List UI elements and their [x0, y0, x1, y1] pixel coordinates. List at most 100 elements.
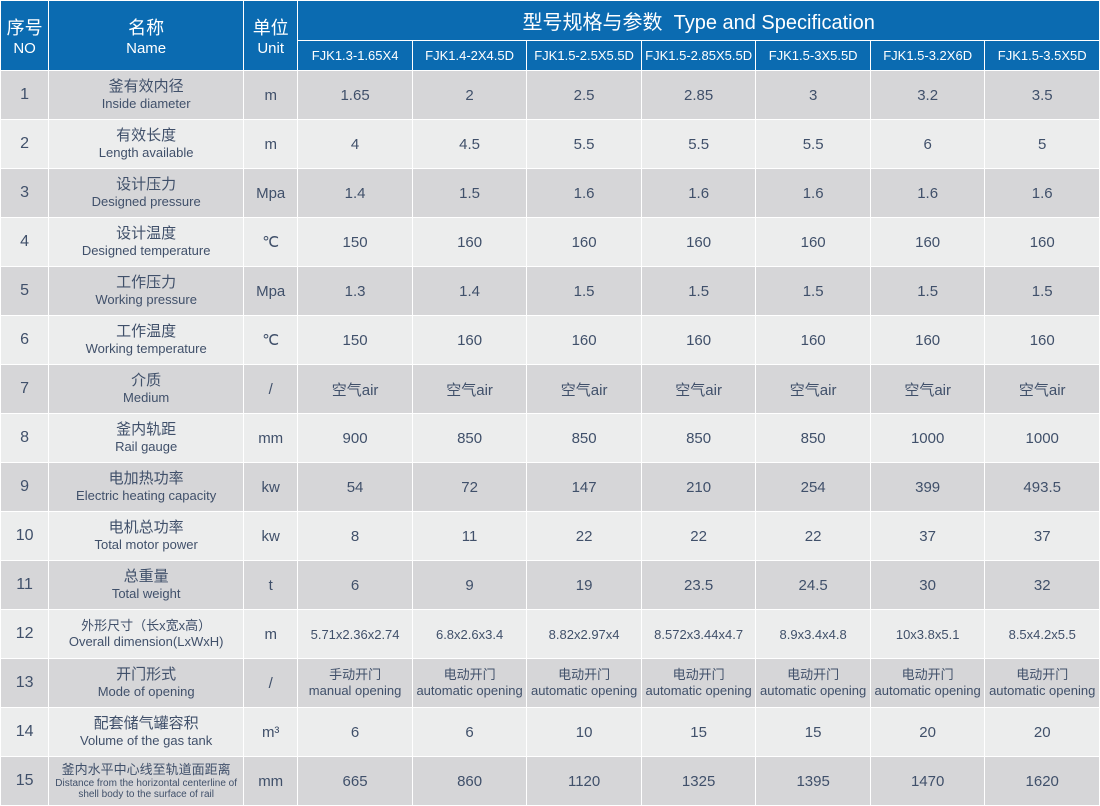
row-value: 1470 — [870, 757, 985, 806]
row-value: 空气air — [985, 365, 1100, 414]
row-unit: m — [244, 120, 298, 169]
row-value: 665 — [298, 757, 413, 806]
row-value: 2.85 — [641, 71, 756, 120]
row-value: 5.5 — [756, 120, 871, 169]
row-unit: m³ — [244, 708, 298, 757]
row-value: 160 — [412, 316, 527, 365]
row-value: 1.5 — [870, 267, 985, 316]
row-value: 5 — [985, 120, 1100, 169]
row-value: 22 — [641, 512, 756, 561]
row-value: 8 — [298, 512, 413, 561]
row-value: 160 — [985, 218, 1100, 267]
table-row: 9电加热功率Electric heating capacitykw5472147… — [1, 463, 1100, 512]
row-value: 399 — [870, 463, 985, 512]
row-value: 15 — [756, 708, 871, 757]
row-value: 20 — [985, 708, 1100, 757]
row-value: 3.5 — [985, 71, 1100, 120]
row-no: 3 — [1, 169, 49, 218]
row-value: 210 — [641, 463, 756, 512]
row-value: 1000 — [870, 414, 985, 463]
model-col: FJK1.4-2X4.5D — [412, 41, 527, 71]
row-value: 1.4 — [412, 267, 527, 316]
table-row: 13开门形式Mode of opening/手动开门manual opening… — [1, 659, 1100, 708]
row-value: 6.8x2.6x3.4 — [412, 610, 527, 659]
row-no: 4 — [1, 218, 49, 267]
row-value: 54 — [298, 463, 413, 512]
row-value: 3 — [756, 71, 871, 120]
row-unit: Mpa — [244, 267, 298, 316]
row-name: 外形尺寸（长x宽x高）Overall dimension(LxWxH) — [49, 610, 244, 659]
row-value: 电动开门automatic opening — [756, 659, 871, 708]
row-value: 8.5x4.2x5.5 — [985, 610, 1100, 659]
table-row: 15釜内水平中心线至轨道面距离Distance from the horizon… — [1, 757, 1100, 806]
table-row: 4设计温度Designed temperature℃15016016016016… — [1, 218, 1100, 267]
row-value: 1.5 — [641, 267, 756, 316]
row-value: 电动开门automatic opening — [527, 659, 642, 708]
row-value: 160 — [641, 218, 756, 267]
row-value: 160 — [527, 316, 642, 365]
table-row: 12外形尺寸（长x宽x高）Overall dimension(LxWxH)m5.… — [1, 610, 1100, 659]
row-unit: ℃ — [244, 316, 298, 365]
row-value: 493.5 — [985, 463, 1100, 512]
row-no: 9 — [1, 463, 49, 512]
header-name: 名称Name — [49, 1, 244, 71]
row-value: 10 — [527, 708, 642, 757]
row-unit: kw — [244, 463, 298, 512]
row-no: 14 — [1, 708, 49, 757]
model-col: FJK1.5-2.85X5.5D — [641, 41, 756, 71]
row-name: 总重量Total weight — [49, 561, 244, 610]
row-name: 釜内轨距Rail gauge — [49, 414, 244, 463]
table-row: 11总重量Total weightt691923.524.53032 — [1, 561, 1100, 610]
row-value: 2.5 — [527, 71, 642, 120]
row-value: 32 — [985, 561, 1100, 610]
row-value: 160 — [641, 316, 756, 365]
row-value: 11 — [412, 512, 527, 561]
row-value: 150 — [298, 316, 413, 365]
row-value: 电动开门automatic opening — [412, 659, 527, 708]
row-value: 空气air — [412, 365, 527, 414]
row-name: 开门形式Mode of opening — [49, 659, 244, 708]
row-value: 860 — [412, 757, 527, 806]
row-value: 电动开门automatic opening — [985, 659, 1100, 708]
row-value: 160 — [527, 218, 642, 267]
row-value: 1.6 — [870, 169, 985, 218]
table-row: 3设计压力Designed pressureMpa1.41.51.61.61.6… — [1, 169, 1100, 218]
row-value: 1.5 — [756, 267, 871, 316]
row-name: 设计压力Designed pressure — [49, 169, 244, 218]
model-col: FJK1.5-3X5.5D — [756, 41, 871, 71]
row-value: 37 — [985, 512, 1100, 561]
row-name: 设计温度Designed temperature — [49, 218, 244, 267]
row-value: 30 — [870, 561, 985, 610]
row-value: 72 — [412, 463, 527, 512]
row-unit: mm — [244, 414, 298, 463]
row-value: 1.65 — [298, 71, 413, 120]
row-no: 13 — [1, 659, 49, 708]
row-value: 15 — [641, 708, 756, 757]
row-value: 8.82x2.97x4 — [527, 610, 642, 659]
row-value: 空气air — [527, 365, 642, 414]
row-no: 1 — [1, 71, 49, 120]
row-value: 6 — [412, 708, 527, 757]
row-value: 8.9x3.4x4.8 — [756, 610, 871, 659]
row-name: 电加热功率Electric heating capacity — [49, 463, 244, 512]
row-value: 850 — [756, 414, 871, 463]
row-value: 24.5 — [756, 561, 871, 610]
row-value: 1.6 — [985, 169, 1100, 218]
row-value: 1.5 — [412, 169, 527, 218]
row-unit: t — [244, 561, 298, 610]
row-name: 有效长度Length available — [49, 120, 244, 169]
row-value: 1620 — [985, 757, 1100, 806]
row-no: 2 — [1, 120, 49, 169]
row-value: 4.5 — [412, 120, 527, 169]
row-no: 15 — [1, 757, 49, 806]
table-row: 1釜有效内径Inside diameterm1.6522.52.8533.23.… — [1, 71, 1100, 120]
row-name: 工作温度Working temperature — [49, 316, 244, 365]
row-value: 160 — [756, 218, 871, 267]
row-value: 6 — [298, 708, 413, 757]
row-name: 釜有效内径Inside diameter — [49, 71, 244, 120]
row-value: 空气air — [870, 365, 985, 414]
row-value: 1120 — [527, 757, 642, 806]
row-value: 22 — [756, 512, 871, 561]
row-value: 5.71x2.36x2.74 — [298, 610, 413, 659]
row-value: 1395 — [756, 757, 871, 806]
